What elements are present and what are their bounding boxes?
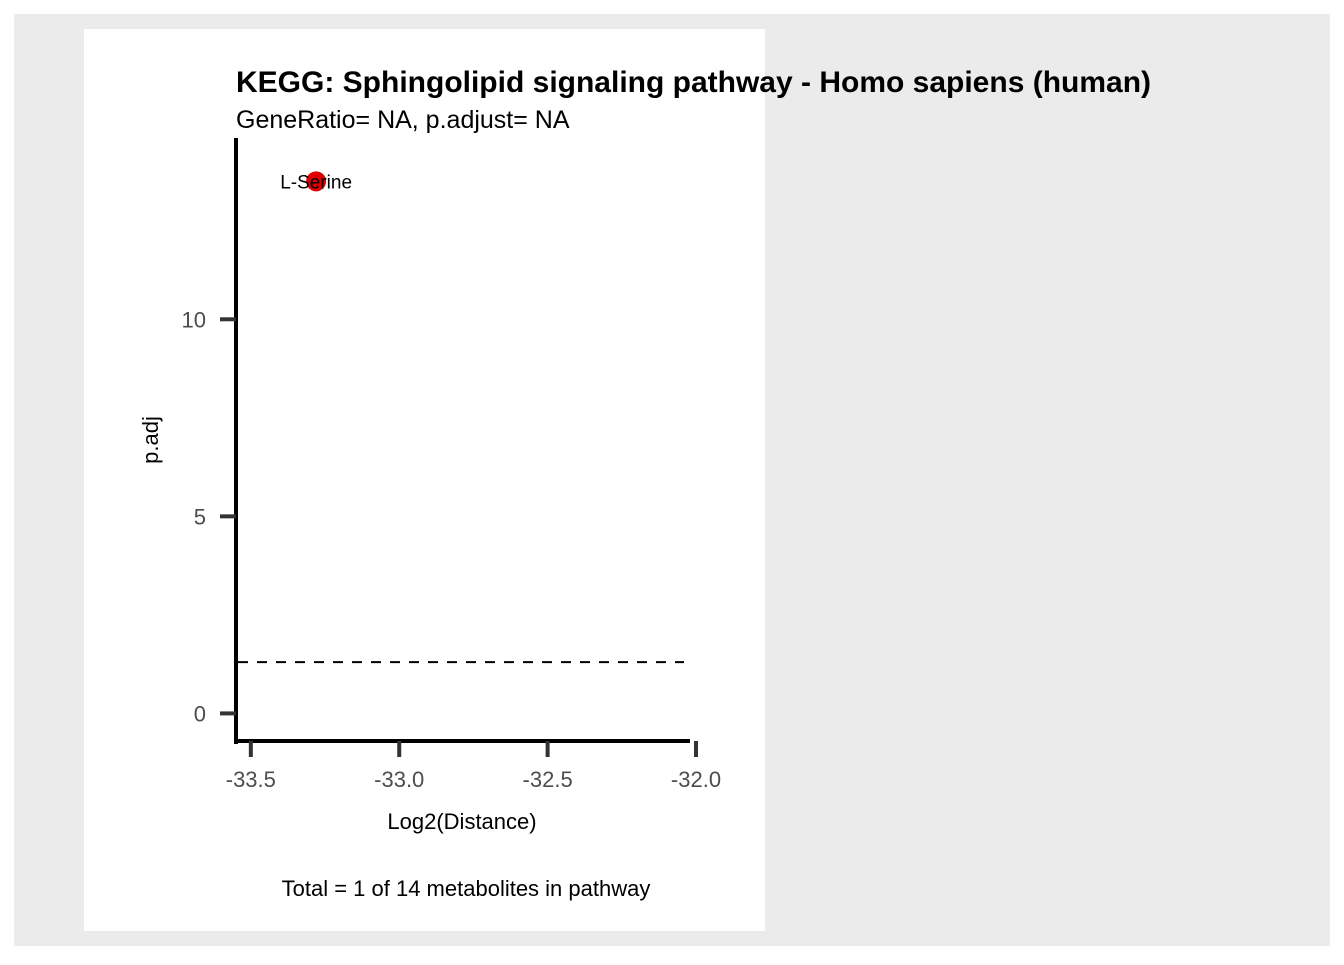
data-point-label: L-Serine (280, 172, 352, 193)
x-axis-label: Log2(Distance) (387, 809, 536, 834)
y-tick-label: 5 (194, 504, 206, 529)
points-layer: L-Serine (280, 171, 352, 193)
x-tick-label: -33.0 (374, 767, 424, 792)
y-ticks: 0 5 10 (182, 307, 236, 726)
x-ticks: -33.5 -33.0 -32.5 -32.0 (226, 741, 721, 792)
plot-panel (84, 29, 765, 931)
data-point (306, 171, 327, 192)
y-tick-label: 10 (182, 307, 206, 332)
x-tick-label: -33.5 (226, 767, 276, 792)
chart-subtitle: GeneRatio= NA, p.adjust= NA (236, 106, 570, 134)
x-tick-label: -32.5 (523, 767, 573, 792)
chart-title: KEGG: Sphingolipid signaling pathway - H… (236, 66, 1151, 99)
y-tick-label: 0 (194, 701, 206, 726)
chart-caption: Total = 1 of 14 metabolites in pathway (282, 876, 651, 901)
x-tick-label: -32.0 (671, 767, 721, 792)
y-axis-label: p.adj (138, 416, 163, 464)
